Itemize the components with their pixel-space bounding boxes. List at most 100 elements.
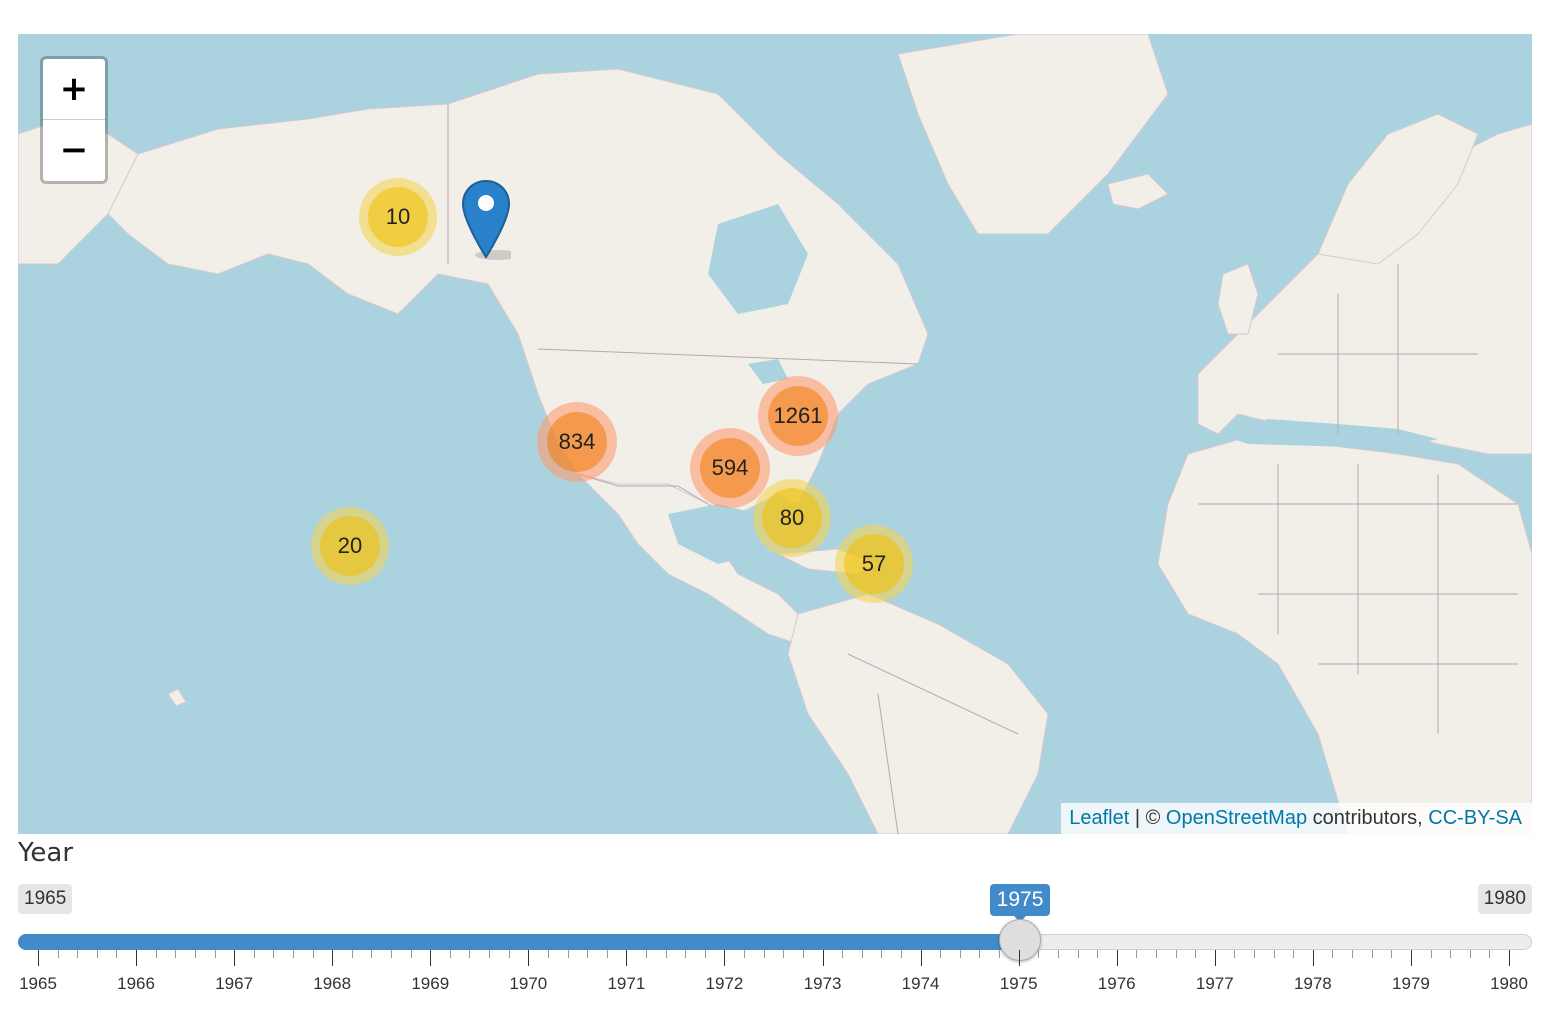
slider-minor-tick [665,950,667,958]
slider-minor-tick [449,950,451,958]
slider-minor-tick [57,950,59,958]
slider-tick-label: 1977 [1195,974,1234,993]
slider-minor-tick [783,950,785,958]
slider-tick-label: 1969 [411,974,450,993]
slider-tick [528,950,530,966]
slider-minor-tick [96,950,98,958]
cluster-count: 57 [844,534,904,594]
slider-tick [136,950,138,966]
marker-cluster[interactable]: 10 [359,178,437,256]
slider-minor-tick [763,950,765,958]
slider-minor-tick [999,950,1001,958]
slider-handle[interactable] [998,919,1041,961]
slider-tick [332,950,334,966]
slider-minor-tick [1430,950,1432,958]
slider-minor-tick [194,950,196,958]
slider-tick [1214,950,1216,966]
slider-tick [822,950,824,966]
slider-minor-tick [704,950,706,958]
slider-tick [1018,950,1020,966]
slider-minor-tick [1136,950,1138,958]
slider-tick-label: 1970 [509,974,548,993]
slider-minor-tick [1450,950,1452,958]
slider-minor-tick [116,950,118,958]
slider-tick-label: 1980 [1490,974,1528,993]
slider-minor-tick [1097,950,1099,958]
slider-minor-tick [587,950,589,958]
slider-minor-tick [469,950,471,958]
slider-minor-tick [606,950,608,958]
attribution-separator: | © [1129,807,1166,829]
slider-minor-tick [77,950,79,958]
slider-minor-tick [1077,950,1079,958]
marker-cluster[interactable]: 20 [311,507,389,585]
slider-minor-tick [861,950,863,958]
slider-minor-tick [1391,950,1393,958]
slider-minor-tick [1352,950,1354,958]
zoom-out-button[interactable]: − [59,130,89,170]
marker-cluster[interactable]: 80 [753,479,831,557]
osm-link[interactable]: OpenStreetMap [1165,807,1308,829]
slider-tick [920,950,922,966]
slider-minor-tick [1293,950,1295,958]
marker-cluster[interactable]: 594 [690,428,770,508]
license-link[interactable]: CC-BY-SA [1428,807,1522,829]
slider-minor-tick [1254,950,1256,958]
cluster-count: 1261 [768,386,828,446]
slider-minor-tick [155,950,157,958]
slider-minor-tick [900,950,902,958]
cluster-count: 10 [368,187,428,247]
slider-tick-label: 1974 [901,974,940,993]
leaflet-link[interactable]: Leaflet [1069,807,1130,829]
slider-tick-label: 1965 [19,974,57,993]
slider-minor-tick [842,950,844,958]
slider-tick [626,950,628,966]
slider-minor-tick [410,950,412,958]
slider-tick-label: 1975 [999,974,1038,993]
slider-minor-tick [371,950,373,958]
slider-minor-tick [508,950,510,958]
map-tiles [18,34,1532,834]
slider-tick-label: 1966 [117,974,155,993]
slider-minor-tick [1155,950,1157,958]
slider-tick [724,950,726,966]
slider-minor-tick [1489,950,1491,958]
slider-minor-tick [1057,950,1059,958]
slider-minor-tick [1234,950,1236,958]
slider-minor-tick [1371,950,1373,958]
slider-fill [18,934,1019,950]
cluster-count: 80 [762,488,822,548]
slider-minor-tick [1038,950,1040,958]
slider-tick [1116,950,1118,966]
slider-label: Year [18,838,74,868]
zoom-in-button[interactable]: + [43,59,105,120]
cluster-count: 594 [700,438,760,498]
slider-minor-tick [1273,950,1275,958]
marker-cluster[interactable]: 57 [835,525,913,603]
slider-tick-label: 1979 [1392,974,1430,993]
slider-tick-label: 1971 [607,974,646,993]
marker-cluster[interactable]: 1261 [758,376,838,456]
slider-minor-tick [273,950,275,958]
slider-tick-label: 1973 [803,974,842,993]
slider-minor-tick [979,950,981,958]
slider-minor-tick [959,950,961,958]
slider-minor-tick [1175,950,1177,958]
slider-minor-tick [214,950,216,958]
marker-cluster[interactable]: 834 [537,402,617,482]
slider-minor-tick [744,950,746,958]
slider-minor-tick [1195,950,1197,958]
slider-minor-tick [547,950,549,958]
slider-minor-tick [940,950,942,958]
map-pin-icon[interactable] [461,179,519,266]
map[interactable]: + − 10 20 834 594 1261 80 57 Leaflet | ©… [18,34,1532,834]
slider-minor-tick [391,950,393,958]
slider-tick [430,950,432,966]
slider-minor-tick [646,950,647,958]
slider-max-label: 1980 [1477,884,1532,914]
slider-minor-tick [351,950,353,958]
map-attribution: Leaflet | © OpenStreetMap contributors, … [1061,803,1532,834]
slider-min-label: 1965 [18,884,73,914]
cluster-count: 20 [320,516,380,576]
cluster-count: 834 [547,412,607,472]
